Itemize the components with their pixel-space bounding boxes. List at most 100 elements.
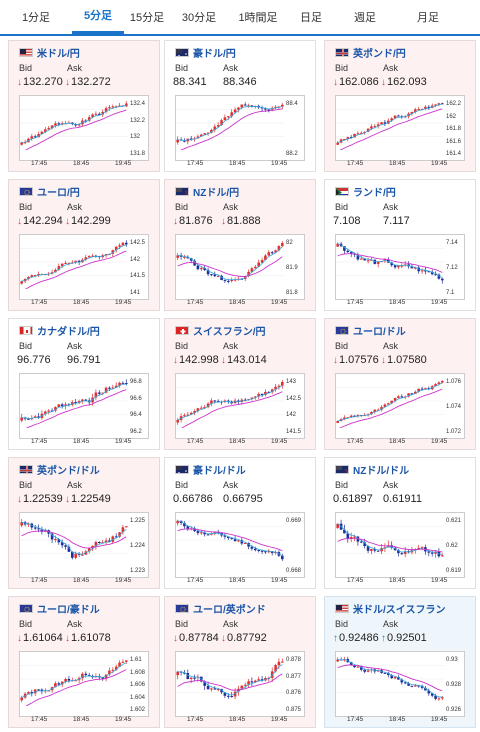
card-header: スイスフラン/円 [175, 323, 266, 338]
moving-average-line [21, 530, 127, 549]
pair-title[interactable]: スイスフラン/円 [193, 326, 266, 338]
candle-body [274, 386, 277, 390]
card-header: 豪ドル/ドル [175, 462, 246, 477]
ask-label: Ask [223, 202, 239, 212]
pair-title[interactable]: NZドル/ドル [353, 465, 410, 477]
candle-body [434, 274, 437, 276]
mini-candlestick-chart[interactable] [175, 651, 305, 717]
pair-title[interactable]: ユーロ/豪ドル [37, 604, 100, 616]
mini-candlestick-chart[interactable] [335, 512, 465, 578]
mini-candlestick-chart[interactable] [19, 651, 149, 717]
tab-5[interactable]: 日足 [300, 12, 322, 24]
mini-candlestick-chart[interactable] [335, 234, 465, 300]
x-tick-label: 17:45 [187, 160, 204, 167]
mini-candlestick-chart[interactable] [335, 95, 465, 161]
pair-title[interactable]: 米ドル/スイスフラン [353, 604, 446, 616]
candle-body [427, 271, 431, 273]
ask-value: 88.346 [223, 76, 257, 88]
ask-label: Ask [223, 619, 239, 629]
tab-4[interactable]: 1時間足 [238, 12, 278, 24]
candle-body [414, 267, 417, 269]
bid-value: ↓132.270 [17, 76, 63, 88]
candle-body [264, 551, 267, 553]
mini-candlestick-chart[interactable] [19, 373, 149, 439]
candle-body [427, 690, 431, 694]
x-tick-label: 17:45 [31, 438, 48, 445]
pair-title[interactable]: ユーロ/円 [37, 187, 80, 199]
candle-body [37, 528, 40, 530]
candle-body [203, 681, 206, 686]
x-tick-label: 19:45 [431, 160, 448, 167]
pair-title[interactable]: 豪ドル/ドル [193, 465, 246, 477]
pair-title[interactable]: 英ポンド/ドル [37, 465, 100, 477]
rate-card[interactable]: ユーロ/円 Bid Ask ↓142.294 ↓142.299 142.5 142 141.5… [8, 179, 160, 311]
x-tick-label: 19:45 [431, 716, 448, 723]
tab-2[interactable]: 15分足 [129, 12, 165, 24]
flag-icon [335, 603, 349, 613]
rate-card[interactable]: スイスフラン/円 Bid Ask ↓142.998 ↓143.014 143 142.5 14… [164, 318, 316, 450]
mini-candlestick-chart[interactable] [175, 234, 305, 300]
y-tick-label: 161.8 [446, 126, 462, 132]
candle-body [370, 259, 373, 261]
tab-7[interactable]: 月足 [417, 12, 439, 24]
candle-body [40, 529, 44, 532]
mini-candlestick-chart[interactable] [335, 651, 465, 717]
rate-card[interactable]: ランド/円 Bid Ask 7.108 7.117 7.14 7.12 7.1 17:45 18:… [324, 179, 476, 311]
tab-3[interactable]: 30分足 [181, 12, 217, 24]
pair-title[interactable]: 米ドル/円 [37, 48, 80, 60]
candle-body [370, 126, 373, 129]
pair-title[interactable]: カナダドル/円 [37, 326, 100, 338]
candle-body [237, 540, 240, 542]
rate-card[interactable]: 英ポンド/ドル Bid Ask ↓1.22539 ↓1.22549 1.225 1.224 1… [8, 457, 160, 589]
pair-title[interactable]: ユーロ/ドル [353, 326, 406, 338]
ask-value: ↓142.299 [65, 215, 111, 227]
mini-candlestick-chart[interactable] [175, 512, 305, 578]
candle-body [407, 683, 410, 686]
candle-body [111, 387, 115, 389]
candle-body [274, 665, 277, 672]
mini-candlestick-chart[interactable] [175, 95, 305, 161]
rate-card[interactable]: 豪ドル/円 Bid Ask 88.341 88.346 88.4 88.2 17:45 18:4… [164, 40, 316, 172]
rate-card[interactable]: NZドル/ドル Bid Ask 0.61897 0.61911 0.621 0.62 0.61… [324, 457, 476, 589]
candle-body [247, 271, 250, 276]
rate-card[interactable]: ユーロ/英ポンド Bid Ask ↓0.87784 ↓0.87792 0.878 0.877… [164, 596, 316, 728]
candle-body [94, 113, 98, 115]
mini-candlestick-chart[interactable] [19, 95, 149, 161]
rate-card[interactable]: ユーロ/ドル Bid Ask ↓1.07576 ↓1.07580 1.076 1.074 1.… [324, 318, 476, 450]
candle-body [98, 542, 101, 543]
rate-card[interactable]: NZドル/円 Bid Ask ↓81.876 ↓81.888 82 81.9 81.8 17:4… [164, 179, 316, 311]
y-tick-label: 1.225 [130, 518, 146, 524]
y-tick-label: 96.2 [130, 429, 142, 435]
rate-card[interactable]: ユーロ/豪ドル Bid Ask ↓1.61064 ↓1.61078 1.61 1.608 1.… [8, 596, 160, 728]
candle-body [223, 535, 227, 537]
card-header: 米ドル/円 [19, 45, 80, 60]
candle-body [176, 255, 179, 258]
pair-title[interactable]: NZドル/円 [193, 187, 240, 199]
tab-0[interactable]: 1分足 [21, 12, 51, 24]
candle-body [30, 692, 34, 694]
candle-body [257, 393, 260, 397]
mini-candlestick-chart[interactable] [19, 234, 149, 300]
candle-body [20, 281, 23, 284]
rate-card[interactable]: 米ドル/スイスフラン Bid Ask ↑0.92486 ↑0.92501 0.93 0.92… [324, 596, 476, 728]
mini-candlestick-chart[interactable] [335, 373, 465, 439]
candle-body [40, 131, 44, 134]
mini-candlestick-chart[interactable] [175, 373, 305, 439]
pair-title[interactable]: 英ポンド/円 [353, 48, 406, 60]
mini-candlestick-chart[interactable] [19, 512, 149, 578]
tab-1[interactable]: 5分足 [72, 0, 124, 34]
rate-card[interactable]: 豪ドル/ドル Bid Ask 0.66786 0.66795 0.669 0.668 17:4… [164, 457, 316, 589]
candle-body [336, 243, 339, 247]
tab-6[interactable]: 週足 [354, 12, 376, 24]
candle-body [176, 139, 179, 143]
pair-title[interactable]: ユーロ/英ポンド [193, 604, 266, 616]
rate-card[interactable]: 英ポンド/円 Bid Ask ↓162.086 ↓162.093 162.2 162 161.… [324, 40, 476, 172]
x-tick-label: 19:45 [271, 716, 288, 723]
moving-average-line [25, 389, 127, 428]
rate-card[interactable]: 米ドル/円 Bid Ask ↓132.270 ↓132.272 132.4 132.2 132… [8, 40, 160, 172]
moving-average-line [177, 528, 283, 552]
pair-title[interactable]: ランド/円 [353, 187, 396, 199]
pair-title[interactable]: 豪ドル/円 [193, 48, 236, 60]
rate-card[interactable]: カナダドル/円 Bid Ask 96.776 96.791 96.8 96.6 96.4 96.… [8, 318, 160, 450]
ask-label: Ask [383, 619, 399, 629]
